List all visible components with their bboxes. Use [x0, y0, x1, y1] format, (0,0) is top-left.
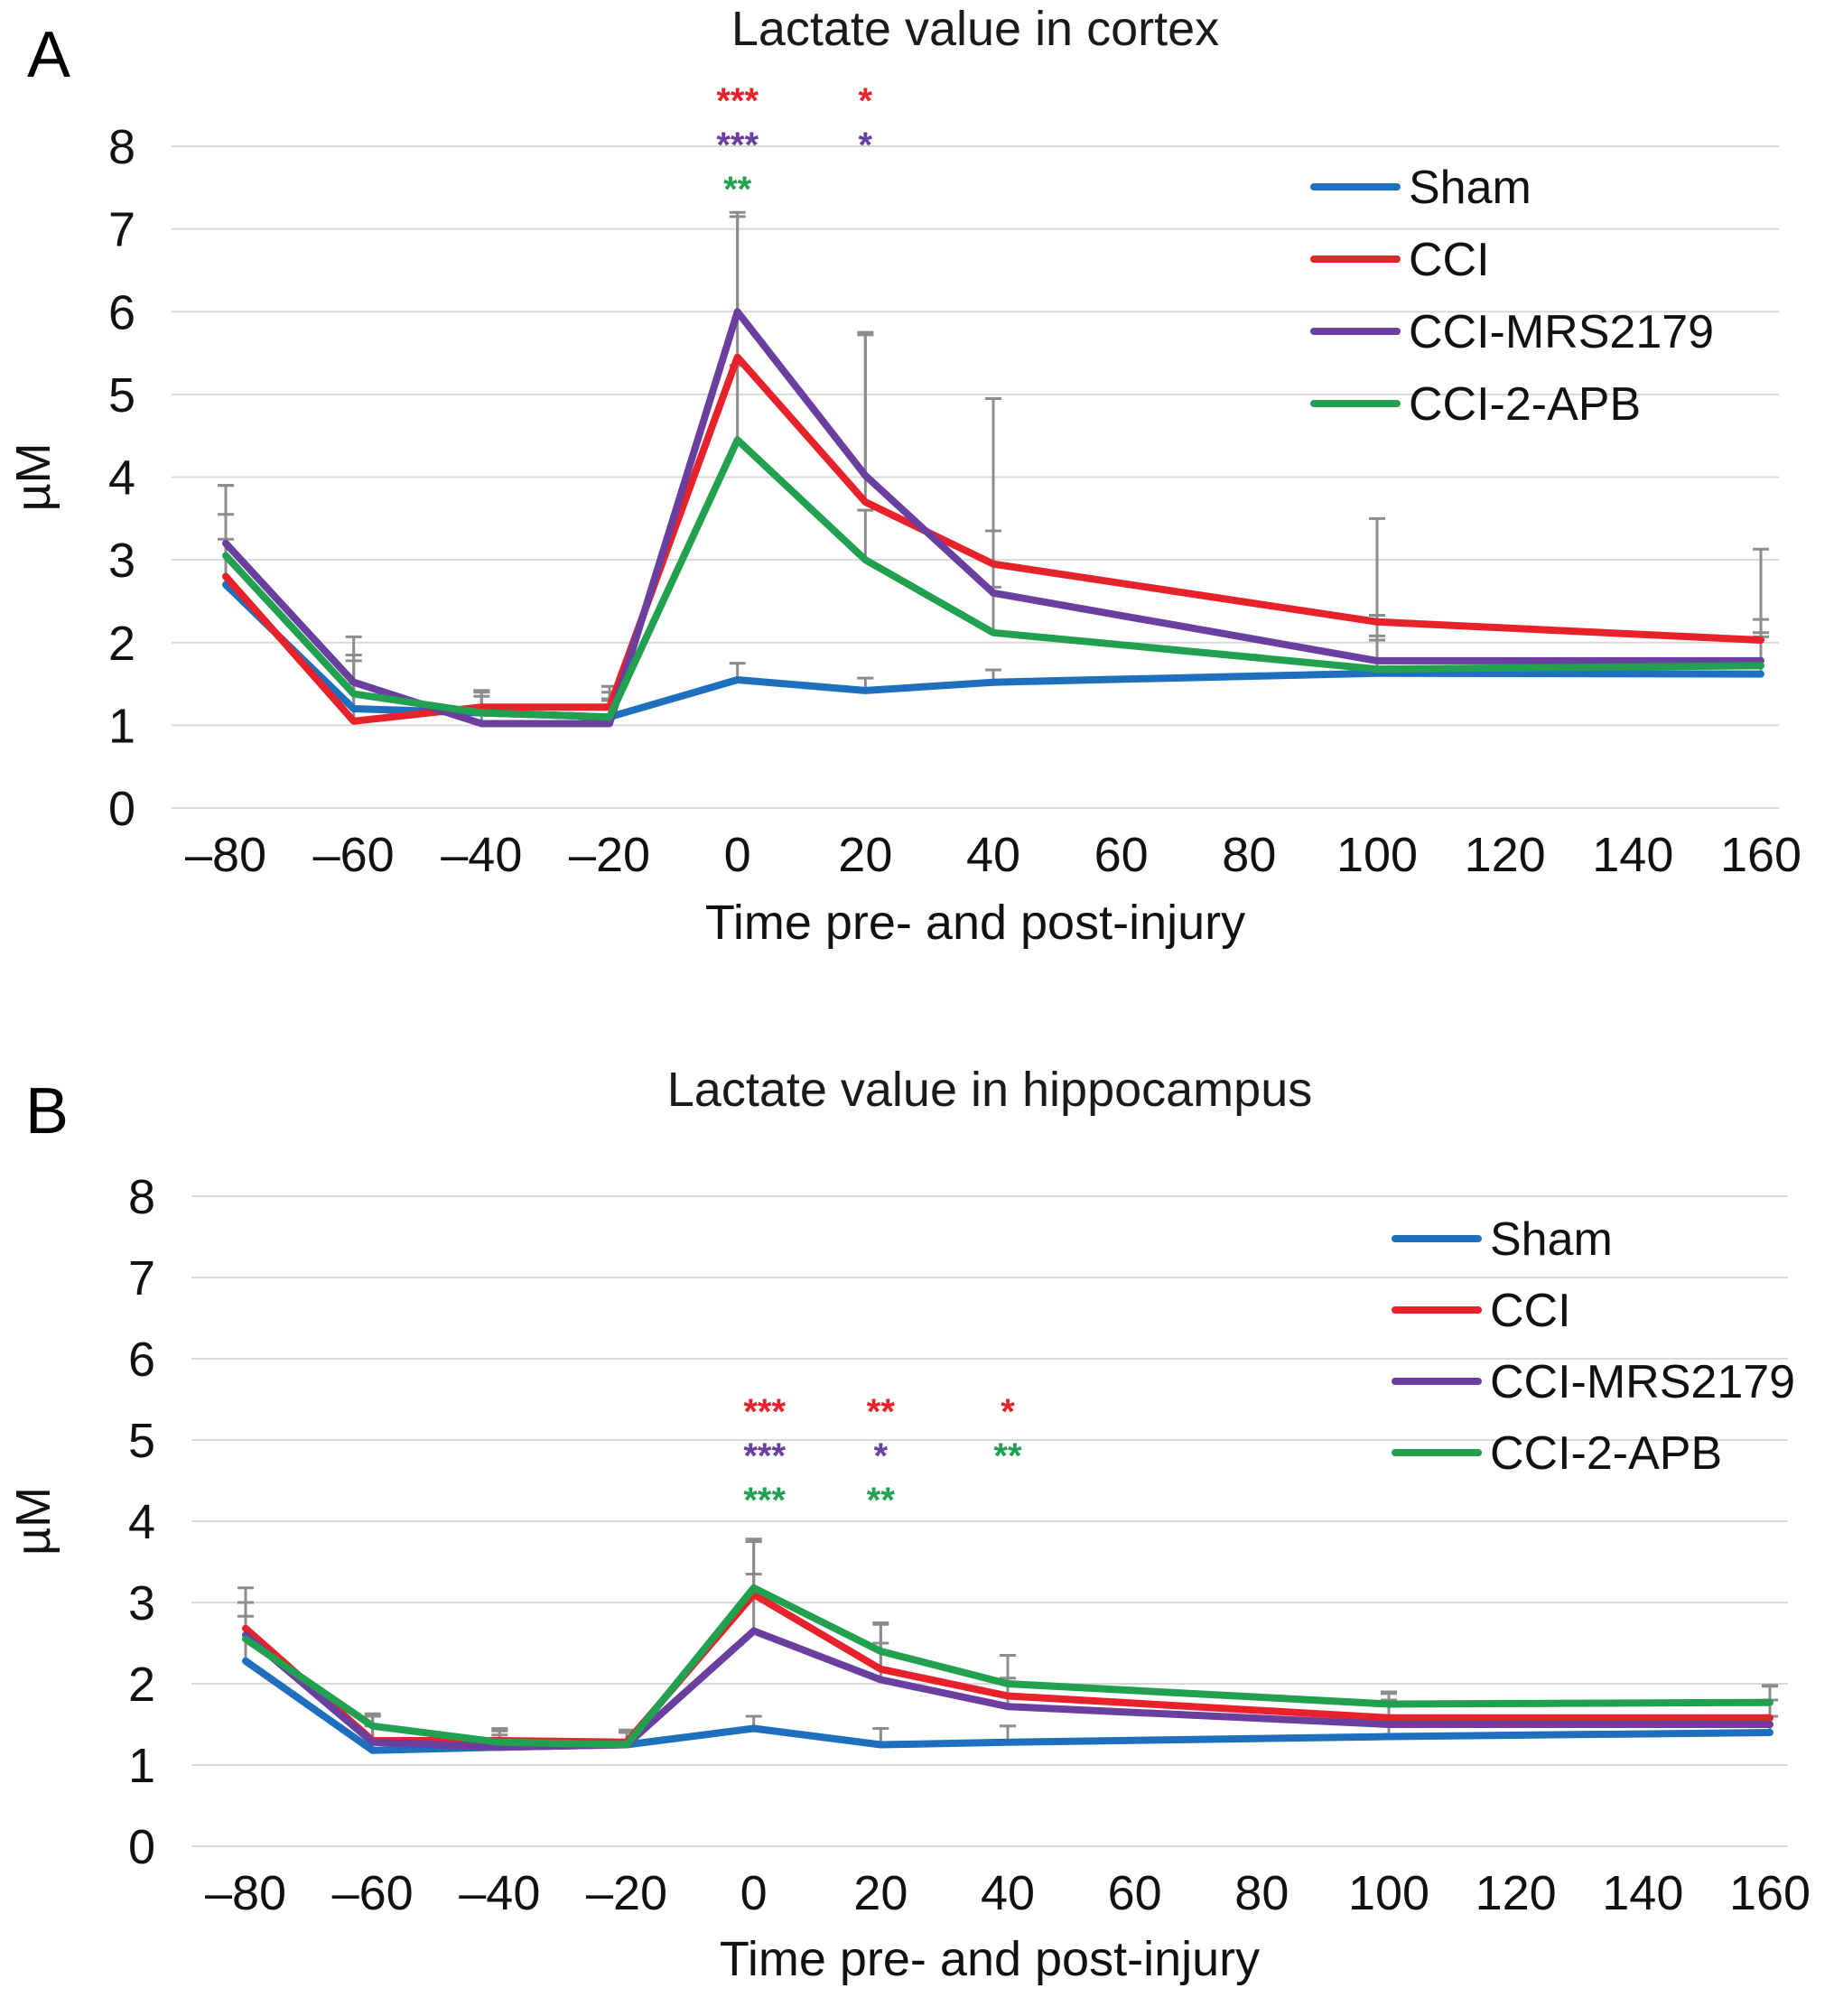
- x-tick-label: 160: [1729, 1866, 1811, 1920]
- series-line-cci-2-apb: [222, 436, 1764, 721]
- legend: Sham CCI CCI-MRS2179 CCI-2-APB: [1310, 162, 1714, 431]
- significance-marker: ***: [716, 125, 759, 165]
- panel-letter: A: [27, 19, 70, 91]
- x-tick-label: –40: [441, 828, 522, 882]
- legend-label-cci-2-apb: CCI-2-APB: [1490, 1427, 1722, 1480]
- y-tick-label: 8: [108, 120, 135, 174]
- x-tick-label: 120: [1476, 1866, 1557, 1920]
- series-line-cci-mrs2179: [242, 1627, 1773, 1751]
- legend: Sham CCI CCI-MRS2179 CCI-2-APB: [1392, 1213, 1795, 1480]
- significance-marker: **: [993, 1436, 1022, 1476]
- y-tick-label: 6: [128, 1333, 155, 1387]
- significance-marker: ***: [743, 1392, 786, 1432]
- y-tick-label: 2: [108, 617, 135, 671]
- x-tick-label: –80: [205, 1866, 286, 1920]
- y-tick-label: 4: [108, 451, 135, 506]
- y-tick-label: 1: [108, 699, 135, 753]
- x-tick-label: –20: [586, 1866, 667, 1920]
- y-axis-label: µM: [6, 442, 61, 511]
- series-line-cci-mrs2179: [222, 308, 1764, 728]
- y-tick-label: 3: [128, 1576, 155, 1630]
- x-tick-label: 160: [1720, 828, 1801, 882]
- x-tick-label: 140: [1592, 828, 1673, 882]
- x-tick-label: 0: [724, 828, 751, 882]
- y-axis-label: µM: [6, 1487, 61, 1556]
- y-tick-label: 0: [108, 782, 135, 836]
- y-tick-label: 7: [108, 203, 135, 257]
- y-tick-label: 5: [128, 1414, 155, 1468]
- x-tick-label: 120: [1465, 828, 1546, 882]
- panel-letter: B: [25, 1075, 69, 1147]
- significance-marker: ***: [716, 81, 759, 121]
- significance-marker: *: [859, 125, 873, 165]
- x-tick-label: –60: [332, 1866, 414, 1920]
- x-tick-label: 80: [1222, 828, 1276, 882]
- legend-label-sham: Sham: [1490, 1213, 1613, 1266]
- x-tick-label: 60: [1108, 1866, 1162, 1920]
- panel-b: B Lactate value in hippocampus 0 1 2 3 4 5 6 7 8 –8…: [6, 1063, 1811, 1986]
- series-line-cci: [222, 353, 1764, 725]
- x-tick-label: 80: [1234, 1866, 1289, 1920]
- x-tick-label: 100: [1348, 1866, 1429, 1920]
- series-line-sham: [242, 1657, 1773, 1754]
- x-tick-label: 0: [740, 1866, 768, 1920]
- legend-label-cci: CCI: [1490, 1285, 1571, 1337]
- significance-marker: *: [859, 81, 873, 121]
- y-tick-label: 2: [128, 1658, 155, 1712]
- y-tick-label: 7: [128, 1251, 155, 1305]
- legend-label-sham: Sham: [1409, 162, 1531, 214]
- x-tick-label: –20: [569, 828, 650, 882]
- x-tick-label: 100: [1336, 828, 1418, 882]
- x-tick-label: –80: [185, 828, 266, 882]
- y-tick-label: 4: [128, 1495, 155, 1549]
- series-line-sham: [222, 581, 1764, 721]
- x-tick-label: 40: [981, 1866, 1035, 1920]
- y-tick-label: 0: [128, 1820, 155, 1874]
- x-tick-label: 60: [1094, 828, 1149, 882]
- x-tick-label: –60: [313, 828, 395, 882]
- significance-marker: *: [1001, 1392, 1015, 1432]
- legend-label-cci: CCI: [1409, 234, 1490, 286]
- series-line-cci-2-apb: [242, 1584, 1773, 1749]
- chart-title: Lactate value in hippocampus: [667, 1063, 1312, 1117]
- legend-label-cci-mrs2179: CCI-MRS2179: [1490, 1356, 1795, 1408]
- y-tick-label: 1: [128, 1739, 155, 1793]
- x-axis-label: Time pre- and post-injury: [720, 1932, 1260, 1986]
- x-tick-label: 20: [853, 1866, 908, 1920]
- significance-marker: **: [723, 170, 752, 209]
- significance-marker: *: [874, 1436, 889, 1476]
- significance-marker: ***: [743, 1436, 786, 1476]
- significance-marker: **: [867, 1481, 896, 1520]
- legend-label-cci-2-apb: CCI-2-APB: [1409, 378, 1641, 431]
- x-tick-label: 40: [966, 828, 1020, 882]
- x-tick-label: 20: [838, 828, 892, 882]
- y-tick-label: 8: [128, 1170, 155, 1224]
- y-tick-label: 6: [108, 285, 135, 339]
- x-axis-label: Time pre- and post-injury: [705, 896, 1245, 950]
- y-tick-label: 3: [108, 534, 135, 588]
- x-tick-label: 140: [1602, 1866, 1683, 1920]
- significance-marker: ***: [743, 1481, 786, 1520]
- chart-title: Lactate value in cortex: [731, 2, 1219, 56]
- legend-label-cci-mrs2179: CCI-MRS2179: [1409, 306, 1714, 358]
- significance-marker: **: [867, 1392, 896, 1432]
- x-tick-label: –40: [459, 1866, 540, 1920]
- y-tick-label: 5: [108, 368, 135, 423]
